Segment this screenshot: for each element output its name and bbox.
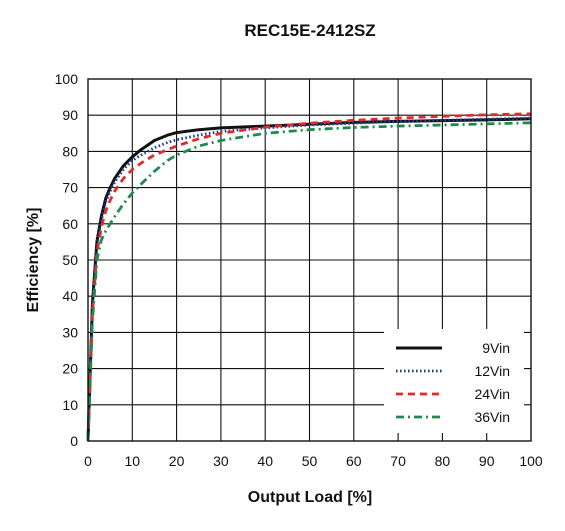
legend-label: 36Vin [474,409,510,425]
legend-label: 24Vin [474,386,510,402]
x-axis-label: Output Load [%] [248,489,372,506]
y-tick-label: 70 [62,180,78,196]
grid [88,79,531,441]
series-line-9vin [86,117,532,442]
y-tick-label: 40 [62,288,78,304]
x-tick-label: 60 [346,453,362,469]
y-tick-label: 60 [62,216,78,232]
chart-title: REC15E-2412SZ [244,21,375,40]
y-tick-label: 80 [62,143,78,159]
x-tick-label: 0 [84,453,92,469]
x-tick-label: 20 [169,453,185,469]
x-axis-ticks: 0 10 20 30 40 50 60 70 80 90 100 [84,453,543,469]
y-axis-label: Efficiency [%] [25,208,42,313]
x-tick-label: 30 [213,453,229,469]
legend-label: 12Vin [474,363,510,379]
x-tick-label: 10 [125,453,141,469]
y-axis-ticks: 0 10 20 30 40 50 60 70 80 90 100 [55,71,79,449]
x-tick-label: 90 [479,453,495,469]
y-tick-label: 90 [62,107,78,123]
series-lines [86,112,532,442]
series-line-24vin [86,112,532,442]
y-tick-label: 10 [62,397,78,413]
x-tick-label: 80 [435,453,451,469]
x-tick-label: 50 [302,453,318,469]
y-tick-label: 100 [55,71,79,87]
legend-label: 9Vin [482,340,510,356]
x-tick-label: 40 [257,453,273,469]
y-tick-label: 30 [62,324,78,340]
x-tick-label: 70 [390,453,406,469]
y-tick-label: 50 [62,252,78,268]
plot-frame [87,78,532,442]
y-tick-label: 20 [62,361,78,377]
y-tick-label: 0 [70,433,78,449]
x-tick-label: 100 [519,453,543,469]
legend: 9Vin 12Vin 24Vin 36Vin [384,329,524,433]
legend-box [384,329,524,433]
